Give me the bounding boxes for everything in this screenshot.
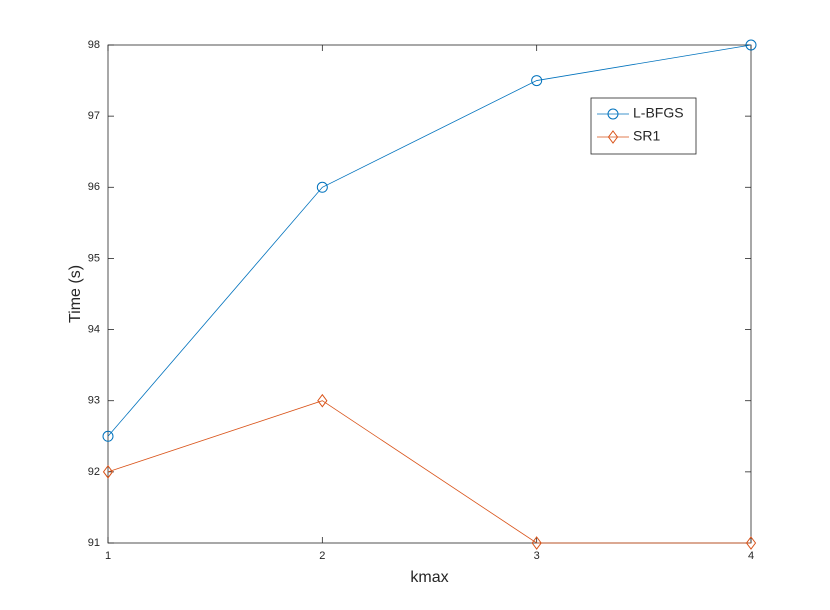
x-tick-label: 2	[319, 550, 325, 562]
series-line	[107, 44, 752, 437]
y-tick-label: 98	[88, 39, 100, 51]
legend-label: SR1	[633, 128, 660, 144]
y-tick-label: 93	[88, 395, 100, 407]
marker	[102, 430, 114, 442]
marker	[316, 181, 328, 193]
y-tick-label: 91	[88, 537, 100, 549]
x-axis-label: kmax	[410, 569, 448, 586]
marker	[745, 39, 757, 51]
x-tick-label: 3	[534, 550, 540, 562]
series-line	[107, 400, 751, 544]
legend-marker	[607, 108, 619, 120]
legend-marker	[607, 130, 619, 144]
marker	[102, 465, 114, 479]
y-axis-label: Time (s)	[67, 265, 84, 323]
marker	[745, 536, 757, 550]
marker	[317, 393, 328, 408]
y-tick-label: 92	[88, 466, 100, 478]
legend: L-BFGS SR1	[590, 97, 697, 155]
marker	[531, 536, 542, 550]
y-tick-label: 97	[88, 110, 100, 122]
legend-label: L-BFGS	[633, 105, 684, 121]
marker	[531, 75, 543, 87]
y-tick-label: 96	[88, 181, 100, 193]
y-tick-label: 95	[88, 252, 100, 264]
legend-box	[590, 97, 697, 155]
x-tick-label: 4	[748, 550, 754, 562]
x-tick-label: 1	[105, 550, 111, 562]
y-tick-label: 94	[88, 323, 100, 335]
